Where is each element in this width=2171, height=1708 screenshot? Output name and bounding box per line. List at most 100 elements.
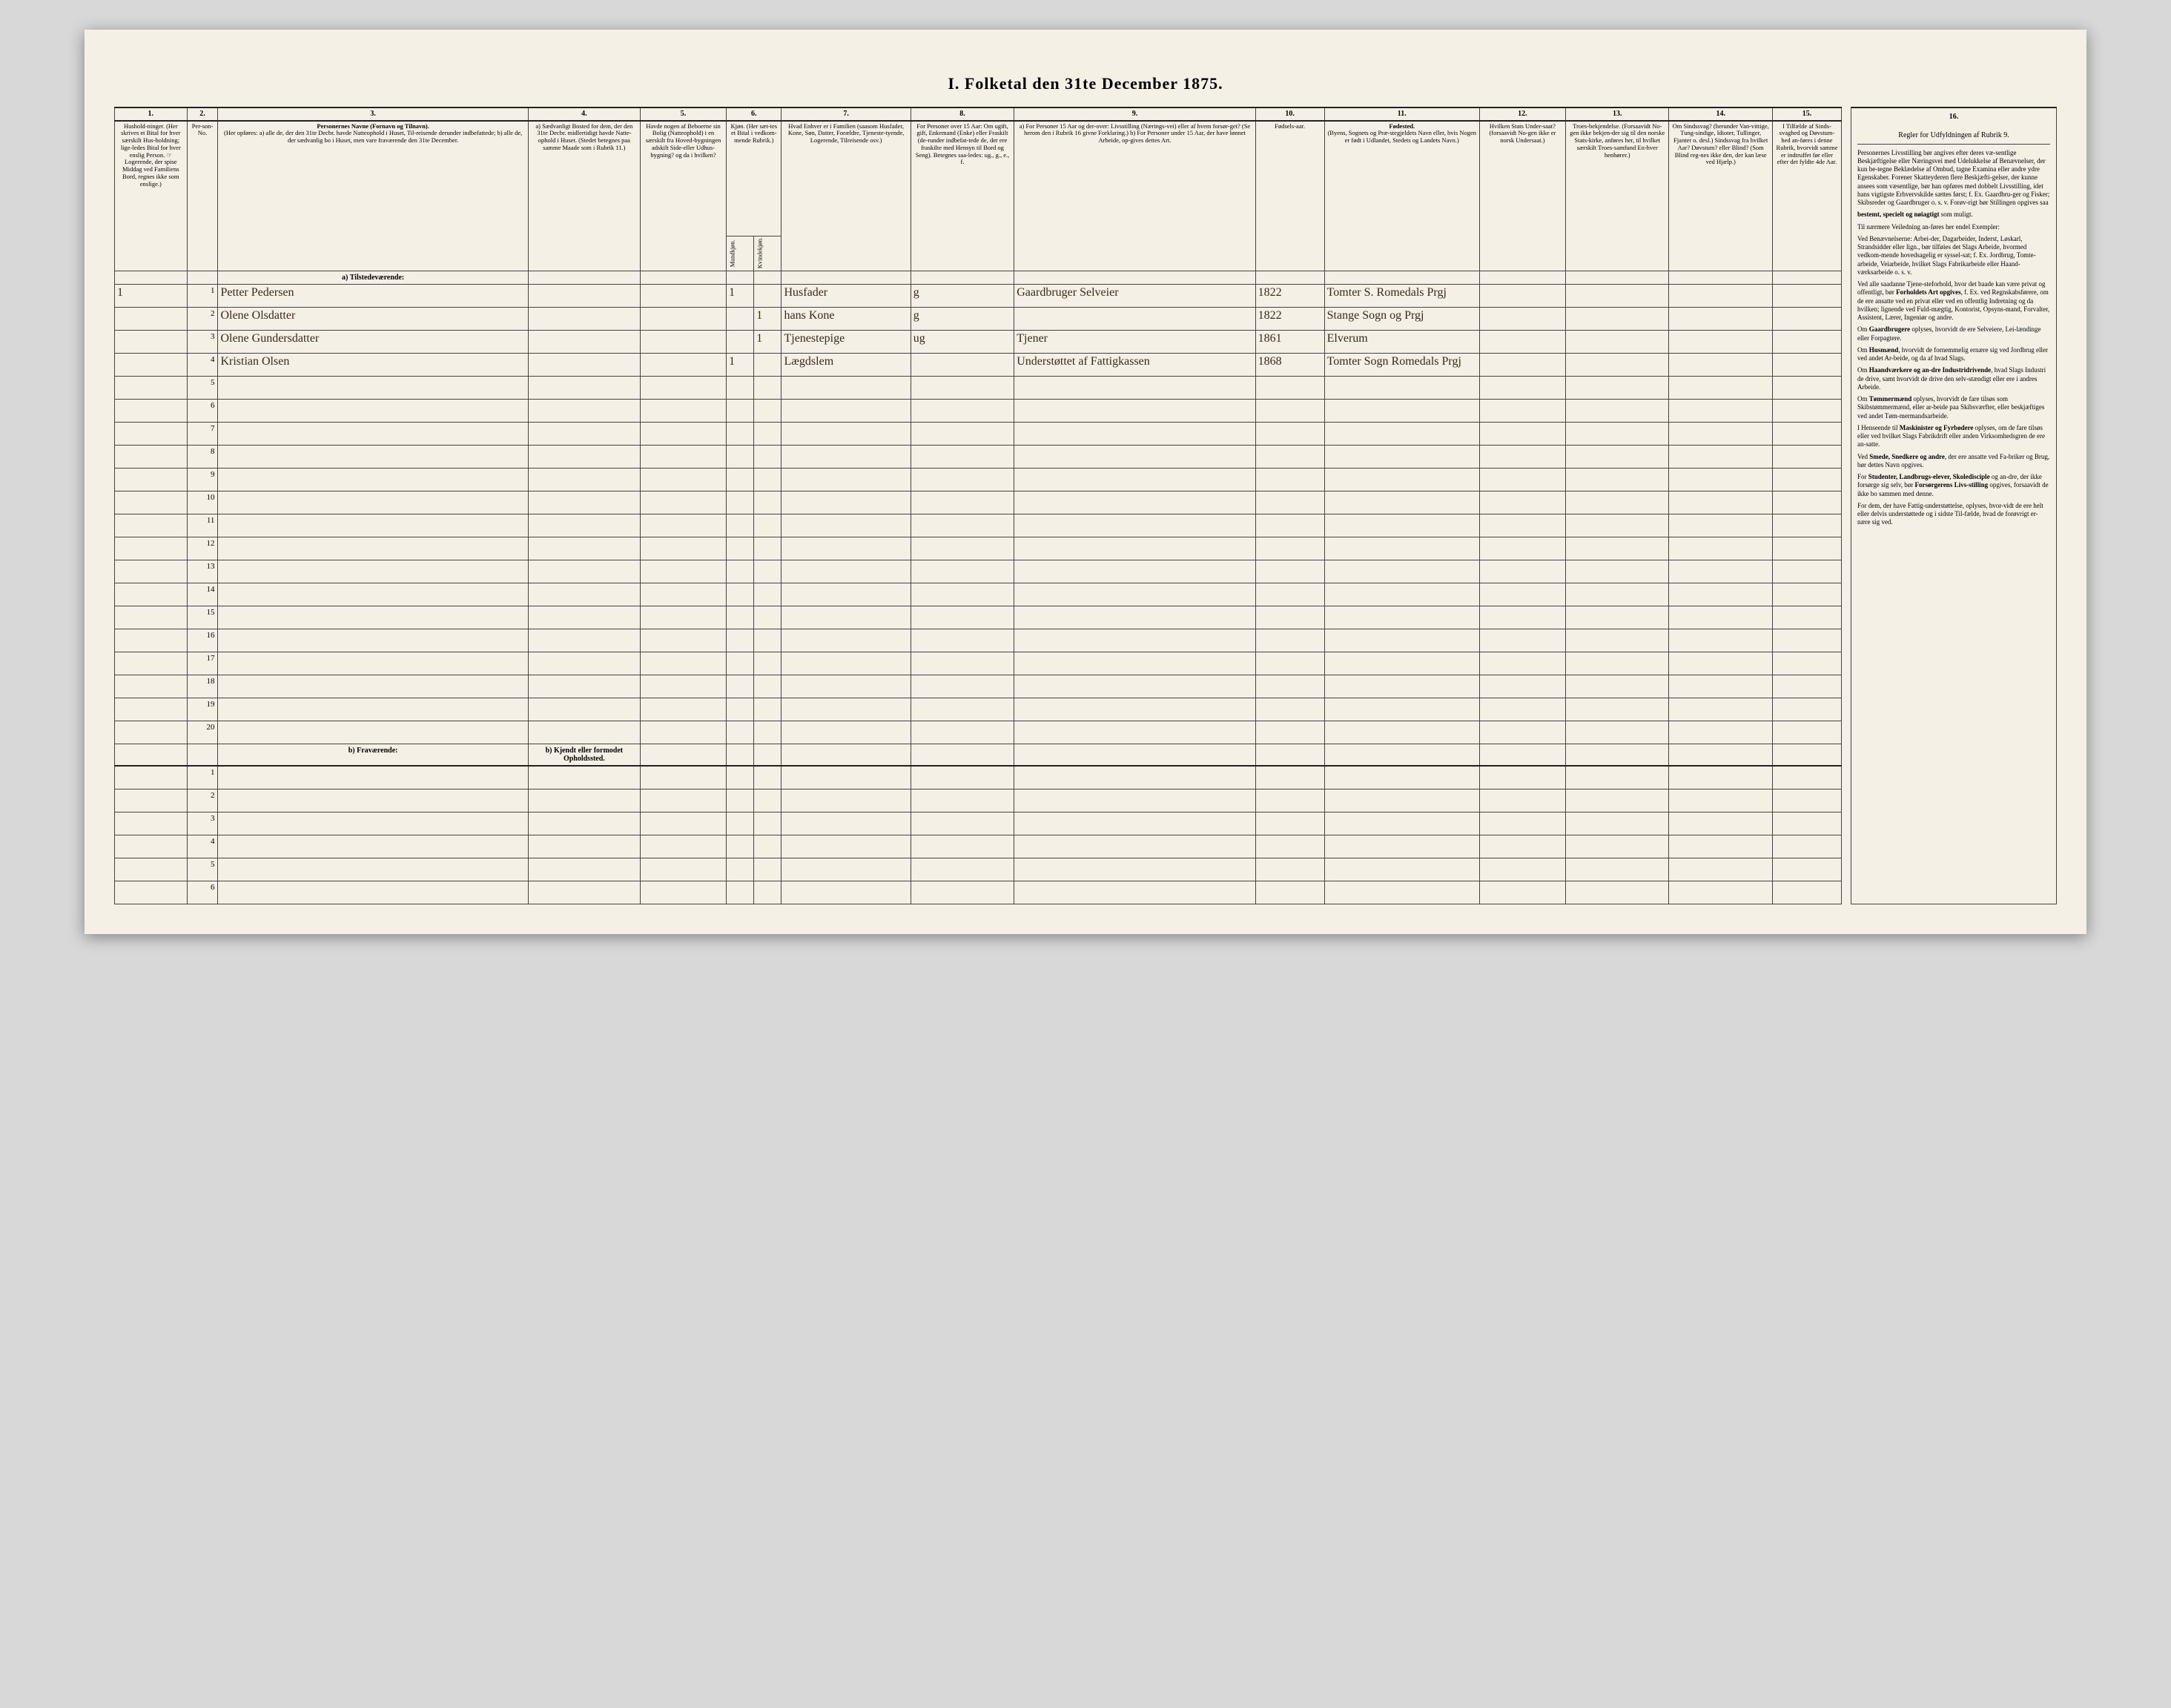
cell: [218, 514, 528, 537]
cell: [1566, 698, 1669, 721]
cell: [1566, 399, 1669, 422]
cell: [640, 560, 726, 583]
cell: [528, 583, 640, 606]
cell: [1566, 491, 1669, 514]
cell: [754, 491, 782, 514]
h-c1: Hushold-ninger. (Her skrives et Bital fo…: [115, 121, 188, 271]
cell: [1324, 422, 1479, 445]
cell: [640, 652, 726, 675]
cell: [727, 376, 754, 399]
cell: [1255, 376, 1324, 399]
cell: [1324, 675, 1479, 698]
cell: [1772, 376, 1841, 399]
cell: [115, 629, 188, 652]
cell: [1014, 858, 1255, 881]
cell: [1669, 766, 1772, 790]
table-row: 10: [115, 491, 1842, 514]
h-c5: Havde nogen af Beboerne sin Bolig (Natte…: [640, 121, 726, 271]
cell: [1669, 353, 1772, 376]
cell: [1566, 468, 1669, 491]
cell: [754, 835, 782, 858]
cell: [640, 766, 726, 790]
cell: [1324, 858, 1479, 881]
cell: 6: [187, 881, 218, 904]
section-b-row: b) Fraværende: b) Kjendt eller formodet …: [115, 744, 1842, 766]
cell: [1014, 721, 1255, 744]
coln-2: 2.: [187, 107, 218, 121]
cell: [115, 445, 188, 468]
cell: [1772, 445, 1841, 468]
cell: [727, 652, 754, 675]
cell: 1868: [1255, 353, 1324, 376]
cell: [754, 537, 782, 560]
h-c8: For Personer over 15 Aar: Om ugift, gift…: [911, 121, 1014, 271]
cell: 5: [187, 376, 218, 399]
cell: [782, 812, 911, 835]
cell: [1479, 353, 1565, 376]
h-c15: I Tilfælde af Sinds-svaghed og Døvstum-h…: [1772, 121, 1841, 271]
cell: [1014, 491, 1255, 514]
table-row: 4Kristian Olsen1LægdslemUnderstøttet af …: [115, 353, 1842, 376]
cell: [1479, 721, 1565, 744]
table-row: 9: [115, 468, 1842, 491]
cell: [1566, 583, 1669, 606]
cell: [528, 560, 640, 583]
instr-num: 16.: [1949, 113, 1959, 121]
cell: [640, 399, 726, 422]
table-row: 3: [115, 812, 1842, 835]
cell: [1669, 560, 1772, 583]
cell: [1014, 583, 1255, 606]
cell: [782, 698, 911, 721]
table-row: 12: [115, 537, 1842, 560]
instruction-para: Om Haandværkere og an-dre Industridriven…: [1857, 366, 2050, 391]
cell: Kristian Olsen: [218, 353, 528, 376]
cell: 3: [187, 812, 218, 835]
cell: [754, 376, 782, 399]
cell: 17: [187, 652, 218, 675]
instruction-para: For dem, der have Fattig-understøttelse,…: [1857, 502, 2050, 527]
h-c11-title: Fødested.: [1389, 122, 1415, 130]
cell: [115, 353, 188, 376]
cell: [727, 445, 754, 468]
cell: hans Kone: [782, 307, 911, 330]
cell: g: [911, 284, 1014, 307]
coln-8: 8.: [911, 107, 1014, 121]
table-row: 19: [115, 698, 1842, 721]
cell: [218, 675, 528, 698]
cell: [218, 399, 528, 422]
cell: [528, 881, 640, 904]
cell: [1014, 514, 1255, 537]
cell: [1566, 789, 1669, 812]
cell: [727, 537, 754, 560]
cell: [115, 514, 188, 537]
cell: [528, 675, 640, 698]
cell: [528, 399, 640, 422]
cell: [754, 468, 782, 491]
cell: [1669, 330, 1772, 353]
cell: [782, 721, 911, 744]
cell: [528, 812, 640, 835]
cell: [1255, 514, 1324, 537]
table-head: 1. 2. 3. 4. 5. 6. 7. 8. 9. 10. 11. 12. 1…: [115, 107, 1842, 271]
cell: [1324, 606, 1479, 629]
cell: [911, 675, 1014, 698]
cell: [115, 330, 188, 353]
cell: [218, 376, 528, 399]
cell: [1669, 307, 1772, 330]
coln-3: 3.: [218, 107, 528, 121]
cell: [1255, 537, 1324, 560]
cell: [1014, 468, 1255, 491]
cell: [218, 881, 528, 904]
h-c3-sub: (Her opføres: a) alle de, der den 31te D…: [224, 129, 522, 144]
cell: [782, 583, 911, 606]
cell: [1479, 537, 1565, 560]
cell: 4: [187, 835, 218, 858]
coln-12: 12.: [1479, 107, 1565, 121]
cell: 2: [187, 307, 218, 330]
cell: Stange Sogn og Prgj: [1324, 307, 1479, 330]
cell: [1479, 468, 1565, 491]
cell: [782, 629, 911, 652]
cell: [1669, 789, 1772, 812]
cell: [727, 514, 754, 537]
cell: [218, 606, 528, 629]
